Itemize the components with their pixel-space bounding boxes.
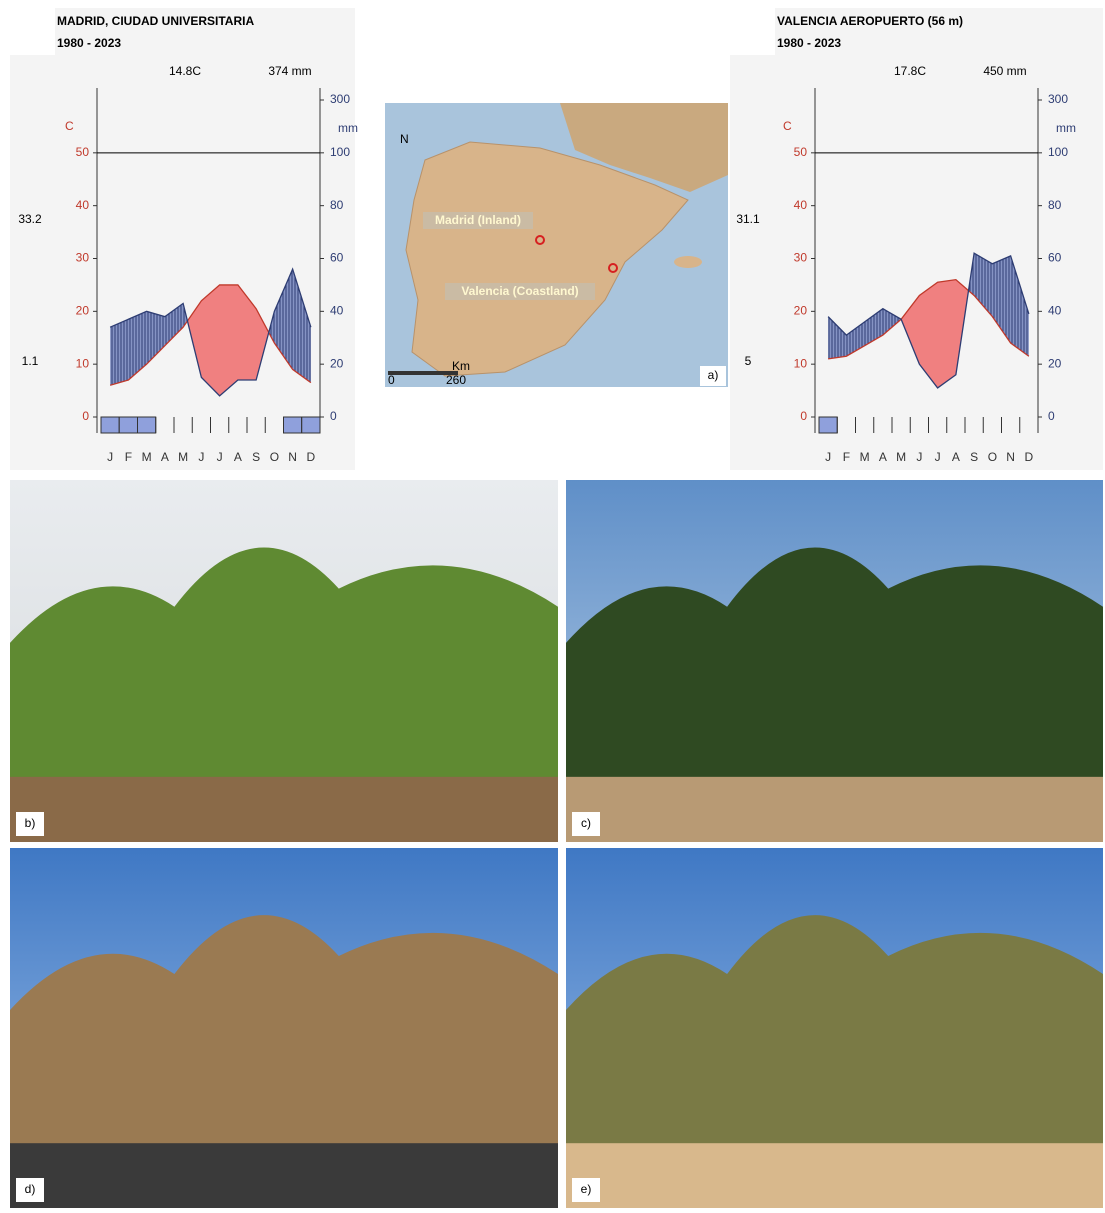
- chart-subtitle: 1980 - 2023: [57, 36, 121, 50]
- panel-bg: [10, 55, 355, 470]
- max-temp: 31.1: [736, 212, 760, 226]
- mean-temp: 14.8C: [169, 64, 201, 78]
- x-tick-label: J: [198, 450, 204, 464]
- x-tick-label: M: [178, 450, 188, 464]
- scale-unit: Km: [452, 359, 470, 373]
- x-tick-label: J: [916, 450, 922, 464]
- frost-cell: [819, 417, 837, 433]
- y2-axis-label: mm: [1056, 121, 1076, 135]
- y-tick-label: 20: [76, 304, 90, 318]
- y2-tick-label: 60: [330, 251, 344, 265]
- y-tick-label: 40: [76, 198, 90, 212]
- panel-label: d): [25, 1182, 36, 1196]
- x-tick-label: A: [234, 450, 242, 464]
- annual-precip: 374 mm: [268, 64, 311, 78]
- x-tick-label: J: [935, 450, 941, 464]
- y-tick-label: 50: [76, 145, 90, 159]
- map-label: Madrid (Inland): [435, 213, 521, 227]
- min-temp: 5: [745, 354, 752, 368]
- photo-ground: [10, 777, 558, 842]
- balearic: [674, 256, 702, 268]
- y-axis-label: C: [65, 119, 74, 133]
- y2-axis-label: mm: [338, 121, 358, 135]
- photo-ground: [566, 1143, 1103, 1208]
- x-tick-label: F: [843, 450, 850, 464]
- y2-tick-label: 20: [330, 356, 344, 370]
- y2-tick-label: 80: [1048, 198, 1062, 212]
- x-tick-label: O: [988, 450, 997, 464]
- x-tick-label: D: [1025, 450, 1034, 464]
- annual-precip: 450 mm: [983, 64, 1026, 78]
- panel-label: e): [581, 1182, 592, 1196]
- mean-temp: 17.8C: [894, 64, 926, 78]
- x-tick-label: J: [825, 450, 831, 464]
- scale-tick: 0: [388, 373, 395, 387]
- y-tick-label: 40: [794, 198, 808, 212]
- x-tick-label: F: [125, 450, 132, 464]
- x-tick-label: A: [952, 450, 960, 464]
- y-tick-label: 10: [794, 356, 808, 370]
- y-tick-label: 0: [82, 409, 89, 423]
- min-temp: 1.1: [22, 354, 39, 368]
- y2-tick-label: 40: [1048, 304, 1062, 318]
- y2-tick-label: 20: [1048, 356, 1062, 370]
- photo-ground: [566, 777, 1103, 842]
- north: N: [400, 132, 409, 146]
- scale-tick: 260: [446, 373, 466, 387]
- frost-cell: [302, 417, 320, 433]
- y2-tick-label: 100: [1048, 145, 1068, 159]
- x-tick-label: A: [161, 450, 169, 464]
- y2-tick-label: 300: [1048, 92, 1068, 106]
- y-tick-label: 30: [794, 251, 808, 265]
- chart-title: MADRID, CIUDAD UNIVERSITARIA: [57, 14, 254, 28]
- x-tick-label: N: [288, 450, 297, 464]
- frost-cell: [138, 417, 156, 433]
- figure: b) c) d) e) MADRID, CIUDAD UNIVERSITARIA 1980…: [0, 0, 1105, 1213]
- chart-subtitle: 1980 - 2023: [777, 36, 841, 50]
- x-tick-label: N: [1006, 450, 1015, 464]
- y2-tick-label: 40: [330, 304, 344, 318]
- x-tick-label: D: [307, 450, 316, 464]
- max-temp: 33.2: [18, 212, 42, 226]
- frost-cell: [284, 417, 302, 433]
- y-tick-label: 10: [76, 356, 90, 370]
- panel-label: a): [708, 368, 719, 382]
- x-tick-label: M: [860, 450, 870, 464]
- y2-tick-label: 100: [330, 145, 350, 159]
- x-tick-label: O: [270, 450, 279, 464]
- x-tick-label: A: [879, 450, 887, 464]
- y2-tick-label: 80: [330, 198, 344, 212]
- frost-cell: [119, 417, 137, 433]
- y-axis-label: C: [783, 119, 792, 133]
- y2-tick-label: 60: [1048, 251, 1062, 265]
- y-tick-label: 0: [800, 409, 807, 423]
- y-tick-label: 30: [76, 251, 90, 265]
- chart-title: VALENCIA AEROPUERTO (56 m): [777, 14, 963, 28]
- panel-label: b): [25, 816, 36, 830]
- x-tick-label: M: [142, 450, 152, 464]
- y2-tick-label: 300: [330, 92, 350, 106]
- y-tick-label: 50: [794, 145, 808, 159]
- y-tick-label: 20: [794, 304, 808, 318]
- y2-tick-label: 0: [1048, 409, 1055, 423]
- frost-cell: [101, 417, 119, 433]
- x-tick-label: S: [970, 450, 978, 464]
- map: Madrid (Inland) Valencia (Coastland) N 0…: [385, 103, 728, 387]
- x-tick-label: J: [107, 450, 113, 464]
- x-tick-label: J: [217, 450, 223, 464]
- map-label: Valencia (Coastland): [461, 284, 578, 298]
- y2-tick-label: 0: [330, 409, 337, 423]
- x-tick-label: S: [252, 450, 260, 464]
- panel-label: c): [581, 816, 591, 830]
- photo-ground: [10, 1143, 558, 1208]
- x-tick-label: M: [896, 450, 906, 464]
